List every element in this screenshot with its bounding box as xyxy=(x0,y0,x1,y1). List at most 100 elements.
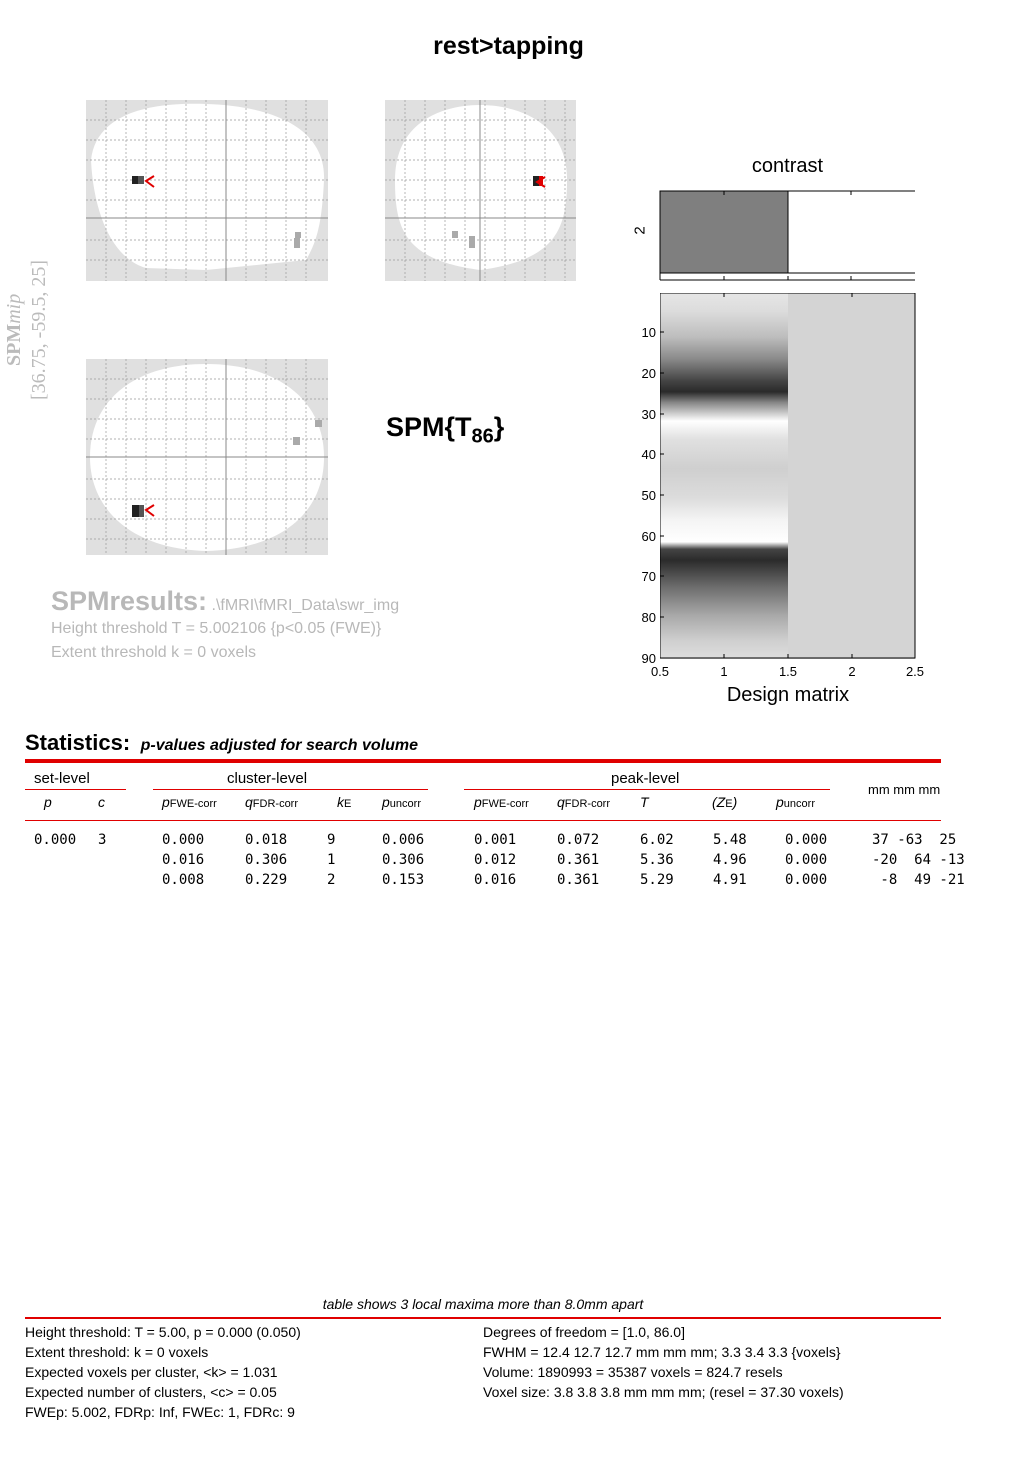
footer-left-line: Height threshold: T = 5.00, p = 0.000 (0… xyxy=(25,1324,301,1340)
footer-right-line: Volume: 1890993 = 35387 voxels = 824.7 r… xyxy=(483,1364,783,1380)
set-level-rule xyxy=(25,789,126,790)
col-c: c xyxy=(98,794,105,810)
peak-level-header: peak-level xyxy=(611,770,680,787)
cell-peak-pfwe: 0.012 xyxy=(474,852,517,868)
design-matrix-ytick: 80 xyxy=(641,610,656,625)
cell-peak-t: 6.02 xyxy=(640,832,674,848)
footer-rule xyxy=(25,1317,941,1319)
design-matrix-xtick: 2.5 xyxy=(905,664,925,679)
spm-statistic-main: SPM{T xyxy=(386,412,472,442)
design-matrix-ytick: 60 xyxy=(641,529,656,544)
col-cluster-puncorr: puncorr xyxy=(382,794,421,810)
cell-peak-qfdr: 0.361 xyxy=(557,872,600,888)
header-bottom-rule xyxy=(25,820,941,821)
cell-cluster-puncorr: 0.006 xyxy=(382,832,425,848)
design-matrix-ytick: 90 xyxy=(641,651,656,666)
design-matrix-xtick: 1.5 xyxy=(778,664,798,679)
peak-level-rule xyxy=(464,789,830,790)
footer-left-line: FWEp: 5.002, FDRp: Inf, FWEc: 1, FDRc: 9 xyxy=(25,1404,295,1420)
col-peak-puncorr: puncorr xyxy=(776,794,815,810)
design-matrix-ytick: 20 xyxy=(641,366,656,381)
cell-cluster-puncorr: 0.153 xyxy=(382,872,425,888)
mip-label: SPMmip xyxy=(3,294,26,366)
design-matrix xyxy=(660,293,916,659)
table-note: table shows 3 local maxima more than 8.0… xyxy=(322,1296,644,1312)
height-threshold-text: Height threshold T = 5.002106 {p<0.05 (F… xyxy=(51,620,382,637)
contrast-title: contrast xyxy=(751,155,824,177)
cell-cluster-qfdr: 0.306 xyxy=(245,852,288,868)
statistics-divider xyxy=(25,759,941,763)
cell-peak-ze: 4.91 xyxy=(713,872,747,888)
cell-peak-pfwe: 0.016 xyxy=(474,872,517,888)
glass-brain-sagittal xyxy=(86,100,328,281)
cell-cluster-pfwe: 0.016 xyxy=(162,852,205,868)
cell-cluster-ke: 1 xyxy=(327,852,336,868)
cell-peak-puncorr: 0.000 xyxy=(785,852,828,868)
col-t: T xyxy=(640,794,649,810)
col-ke: kE xyxy=(337,794,352,810)
page-title: rest>tapping xyxy=(433,32,584,60)
footer-right-line: FWHM = 12.4 12.7 12.7 mm mm mm; 3.3 3.4 … xyxy=(483,1344,841,1360)
design-matrix-ytick: 40 xyxy=(641,447,656,462)
cell-cluster-qfdr: 0.018 xyxy=(245,832,288,848)
cluster-level-header: cluster-level xyxy=(227,770,308,787)
footer-left-line: Expected number of clusters, <c> = 0.05 xyxy=(25,1384,277,1400)
cell-peak-t: 5.36 xyxy=(640,852,674,868)
cell-peak-qfdr: 0.361 xyxy=(557,852,600,868)
cell-cluster-ke: 9 xyxy=(327,832,336,848)
cluster-level-rule xyxy=(153,789,428,790)
results-title: SPMresults: xyxy=(51,586,208,616)
cell-peak-ze: 4.96 xyxy=(713,852,747,868)
design-matrix-xtick: 0.5 xyxy=(650,664,670,679)
design-matrix-xtick: 2 xyxy=(848,664,856,679)
cell-set-p: 0.000 xyxy=(34,832,77,848)
mm-header: mm mm mm xyxy=(868,782,941,797)
glass-brain-coronal xyxy=(385,100,576,281)
mip-label-mip: mip xyxy=(3,293,25,324)
footer-left-line: Extent threshold: k = 0 voxels xyxy=(25,1344,209,1360)
cell-cluster-pfwe: 0.000 xyxy=(162,832,205,848)
cell-peak-ze: 5.48 xyxy=(713,832,747,848)
spm-statistic-label: SPM{T86} xyxy=(386,412,504,448)
design-matrix-ytick: 50 xyxy=(641,488,656,503)
contrast-ytick: 2 xyxy=(631,226,649,235)
contrast-bar xyxy=(659,190,789,274)
col-ze: (ZE) xyxy=(712,794,738,810)
cell-mm-coords: -20 64 -13 xyxy=(872,852,965,868)
design-matrix-ytick: 30 xyxy=(641,407,656,422)
mip-label-spm: SPM xyxy=(3,323,25,366)
spm-statistic-df: 86 xyxy=(471,425,494,448)
cell-peak-puncorr: 0.000 xyxy=(785,872,828,888)
contrast-plot xyxy=(659,190,915,281)
design-matrix-ytick: 10 xyxy=(641,325,656,340)
cell-cluster-pfwe: 0.008 xyxy=(162,872,205,888)
statistics-title: Statistics: xyxy=(25,730,131,755)
cell-mm-coords: -8 49 -21 xyxy=(872,872,965,888)
extent-threshold-text: Extent threshold k = 0 voxels xyxy=(51,644,256,661)
col-cluster-qfdr: qFDR-corr xyxy=(245,794,299,810)
results-path: .\fMRI\fMRI_Data\swr_img xyxy=(211,597,400,614)
cell-peak-puncorr: 0.000 xyxy=(785,832,828,848)
cell-set-c: 3 xyxy=(98,832,107,848)
col-peak-qfdr: qFDR-corr xyxy=(557,794,611,810)
design-matrix-ytick: 70 xyxy=(641,569,656,584)
cell-mm-coords: 37 -63 25 xyxy=(872,832,957,848)
design-matrix-xlabel: Design matrix xyxy=(726,684,850,706)
design-matrix-xtick: 1 xyxy=(720,664,728,679)
footer-right-line: Voxel size: 3.8 3.8 3.8 mm mm mm; (resel… xyxy=(483,1384,844,1400)
col-p: p xyxy=(44,794,52,810)
mip-coords: [36.75, -59.5, 25] xyxy=(28,260,50,400)
footer-left-line: Expected voxels per cluster, <k> = 1.031 xyxy=(25,1364,278,1380)
statistics-subtitle: p-values adjusted for search volume xyxy=(140,737,419,754)
footer-right-line: Degrees of freedom = [1.0, 86.0] xyxy=(483,1324,685,1340)
cell-cluster-qfdr: 0.229 xyxy=(245,872,288,888)
cell-peak-t: 5.29 xyxy=(640,872,674,888)
cell-peak-pfwe: 0.001 xyxy=(474,832,517,848)
cell-peak-qfdr: 0.072 xyxy=(557,832,600,848)
col-cluster-pfwe: pFWE-corr xyxy=(162,794,217,810)
col-peak-pfwe: pFWE-corr xyxy=(474,794,529,810)
cell-cluster-ke: 2 xyxy=(327,872,336,888)
glass-brain-axial xyxy=(86,359,328,555)
results-heading: SPMresults: .\fMRI\fMRI_Data\swr_img xyxy=(51,586,399,617)
statistics-heading: Statistics: p-values adjusted for search… xyxy=(25,730,418,756)
